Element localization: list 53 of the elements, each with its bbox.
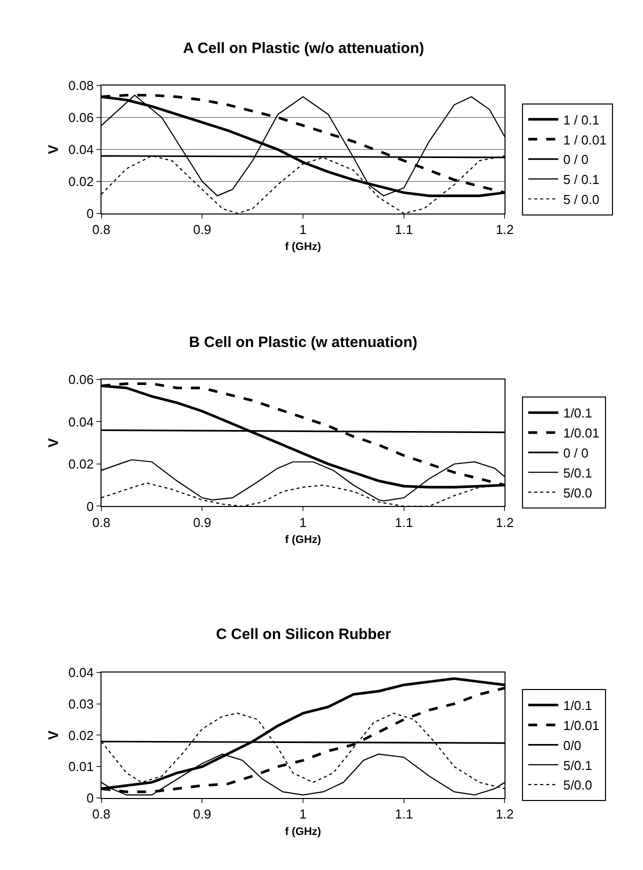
y-tick-label: 0.02 [68,174,94,189]
y-tick-label: 0.02 [68,728,94,743]
legend-label: 1 / 0.01 [563,132,607,148]
legend-label: 1/0.1 [563,698,592,714]
x-axis-title: f (GHz) [285,241,322,254]
legend-label: 0/0 [563,738,582,753]
x-tick-label: 1.2 [496,806,514,822]
y-tick-label: 0.06 [68,110,94,126]
y-axis-title: V [45,144,62,154]
chart-title: C Cell on Silicon Rubber [216,626,392,643]
legend-label: 5/0.0 [563,778,592,793]
legend-label: 0 / 0 [563,446,589,460]
y-axis-title: V [45,730,62,740]
x-tick-label: 1.1 [394,806,413,822]
y-axis-title: V [45,438,62,448]
legend-label: 1/0.01 [563,426,600,441]
y-tick-label: 0.03 [68,696,94,712]
y-tick-label: 0.04 [68,414,94,430]
x-tick-label: 1 [299,222,307,237]
x-tick-label: 0.8 [92,514,110,530]
x-tick-label: 1 [299,806,307,822]
y-tick-label: 0 [86,206,94,221]
legend-label: 1/0.1 [563,406,592,421]
x-tick-label: 0.8 [92,806,110,822]
chart-title: B Cell on Plastic (w attenuation) [189,334,418,351]
y-tick-label: 0.01 [68,759,94,774]
x-tick-label: 1 [299,514,307,530]
chart-title: A Cell on Plastic (w/o attenuation) [183,40,424,57]
x-tick-label: 1.2 [496,222,514,237]
y-tick-label: 0.06 [68,372,94,388]
legend-label: 1/0.01 [563,718,600,733]
x-tick-label: 1.2 [496,514,514,530]
x-tick-label: 0.9 [193,806,212,822]
y-tick-label: 0.08 [68,78,94,94]
x-tick-label: 0.9 [193,514,212,530]
legend-label: 5 / 0.1 [563,172,600,188]
y-tick-label: 0 [86,498,94,514]
y-tick-label: 0.04 [68,664,94,680]
x-tick-label: 0.8 [92,222,110,237]
x-tick-label: 0.9 [193,222,212,237]
y-tick-label: 0 [86,790,94,806]
x-axis-title: f (GHz) [285,826,322,838]
x-tick-label: 1.1 [394,222,413,237]
x-tick-label: 1.1 [394,514,413,530]
legend-label: 5/0.0 [563,485,592,500]
legend-label: 1 / 0.1 [563,112,600,128]
legend-label: 5/0.1 [563,758,592,773]
legend-label: 0 / 0 [563,152,589,168]
y-tick-label: 0.04 [68,142,94,158]
legend-label: 5 / 0.0 [563,192,600,207]
x-axis-title: f (GHz) [285,534,322,546]
y-tick-label: 0.02 [68,456,94,472]
legend-label: 5/0.1 [563,465,592,480]
